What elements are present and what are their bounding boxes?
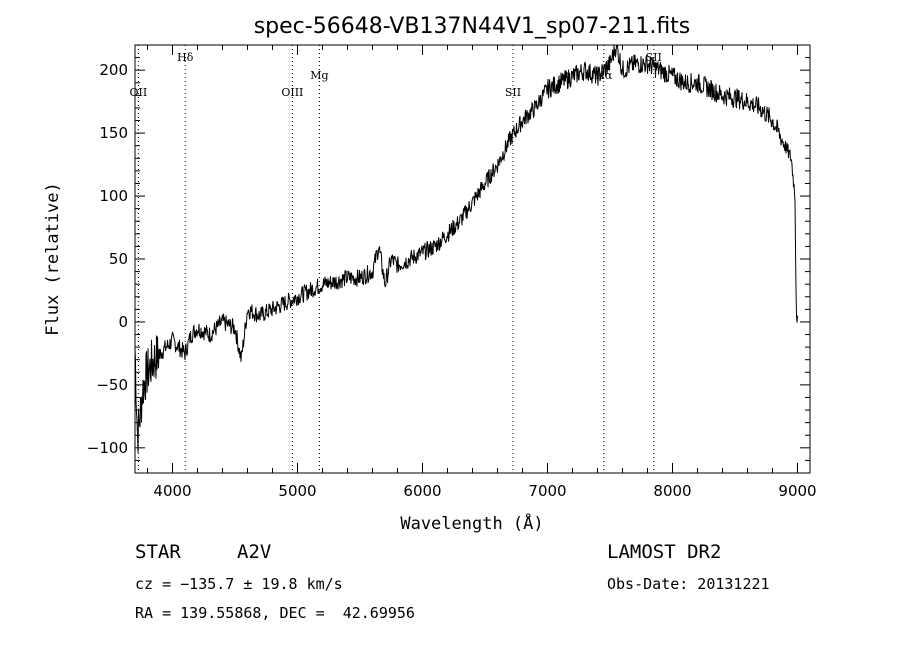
y-tick-label: 0 xyxy=(118,313,128,331)
coordinates-text: RA = 139.55868, DEC = 42.69956 xyxy=(135,604,415,622)
y-tick-label: 100 xyxy=(99,187,128,205)
x-tick-label: 8000 xyxy=(653,482,691,500)
y-axis-label: Flux (relative) xyxy=(43,182,63,336)
redshift-text: cz = −135.7 ± 19.8 km/s xyxy=(135,575,343,593)
spectral-line-label: Mg xyxy=(310,69,328,82)
object-subclass: A2V xyxy=(237,541,272,563)
x-tick-label: 7000 xyxy=(528,482,566,500)
object-class: STAR xyxy=(135,541,181,563)
y-tick-label: 50 xyxy=(109,250,128,268)
y-tick-label: −100 xyxy=(87,439,128,457)
spectral-line-label: OIII xyxy=(281,86,303,99)
x-axis-label: Wavelength (Å) xyxy=(400,512,543,534)
spectrum-series-line xyxy=(134,44,798,453)
chart-title: spec-56648-VB137N44V1_sp07-211.fits xyxy=(254,14,691,39)
spectral-line-label: SII xyxy=(505,86,521,99)
y-tick-label: 150 xyxy=(99,124,128,142)
y-tick-label: 200 xyxy=(99,61,128,79)
obs-date-text: Obs-Date: 20131221 xyxy=(607,575,770,593)
survey-label: LAMOST DR2 xyxy=(607,541,722,563)
x-tick-label: 4000 xyxy=(153,482,191,500)
spectral-line-label: OII xyxy=(130,86,148,99)
plot-frame xyxy=(134,44,811,474)
x-tick-label: 6000 xyxy=(403,482,441,500)
axis-ticks: 4000 5000 6000 7000 8000 9000 −100 −50 0 50 100 150… xyxy=(87,45,817,500)
x-tick-label: 9000 xyxy=(778,482,816,500)
spectral-line-label: Hδ xyxy=(177,51,194,64)
y-tick-label: −50 xyxy=(96,376,128,394)
x-tick-label: 5000 xyxy=(278,482,316,500)
